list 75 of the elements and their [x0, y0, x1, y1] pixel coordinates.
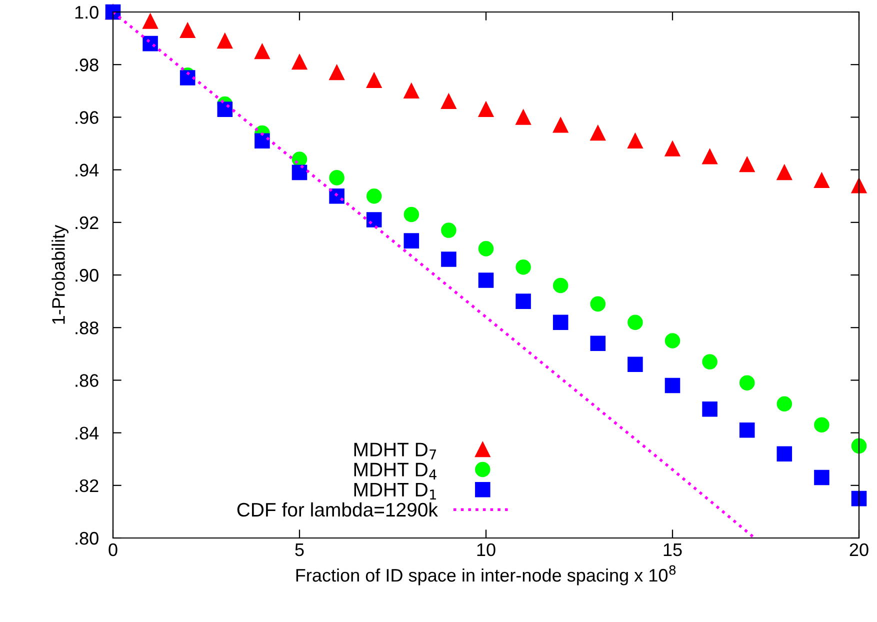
legend-label: CDF for lambda=1290k	[237, 502, 438, 517]
point	[814, 172, 830, 188]
y-tick-label: 1.0	[75, 6, 98, 19]
point	[180, 70, 196, 86]
point	[478, 272, 494, 288]
y-tick-label: .92	[76, 216, 98, 230]
point	[590, 296, 606, 312]
point	[664, 378, 680, 394]
point	[366, 188, 382, 204]
point	[552, 117, 568, 133]
point	[739, 422, 755, 438]
point	[739, 156, 755, 172]
point	[441, 222, 456, 238]
y-tick-label: .98	[76, 58, 98, 72]
y-tick-label: .94	[76, 164, 99, 177]
y-tick-label: .84	[76, 426, 99, 440]
y-axis-title: 1-Probability	[52, 224, 68, 324]
point	[441, 252, 456, 267]
point	[478, 241, 494, 256]
point	[552, 278, 568, 294]
point	[628, 314, 643, 330]
point	[516, 294, 531, 309]
point	[404, 83, 420, 99]
point	[142, 36, 158, 52]
point	[329, 170, 344, 186]
y-tick-label: .90	[76, 268, 98, 282]
point	[217, 33, 233, 49]
point	[366, 212, 382, 228]
point	[552, 314, 568, 330]
x-tick-label: 0	[108, 543, 118, 556]
point	[702, 401, 718, 417]
point	[404, 233, 420, 248]
point	[814, 470, 830, 486]
point	[404, 206, 420, 222]
y-tick-label: .88	[76, 322, 98, 334]
point	[851, 438, 867, 454]
point	[180, 22, 196, 38]
point	[516, 259, 531, 275]
x-tick-label: 10	[477, 543, 496, 556]
point	[814, 417, 830, 433]
legend-label: MDHT D$_{1}$	[354, 482, 436, 500]
point	[776, 164, 792, 180]
y-tick-label: .86	[76, 374, 98, 387]
point	[292, 164, 308, 180]
point	[664, 333, 680, 348]
point	[478, 102, 494, 117]
point	[702, 149, 718, 164]
x-tick-label: 5	[295, 544, 304, 556]
point	[776, 446, 792, 462]
point	[254, 133, 270, 149]
point	[142, 14, 158, 29]
point	[292, 54, 308, 70]
point	[664, 141, 680, 156]
point	[590, 336, 606, 352]
point	[441, 94, 456, 110]
point	[329, 64, 344, 80]
point	[851, 490, 867, 506]
point	[516, 110, 531, 125]
point	[776, 396, 792, 412]
x-tick-label: 20	[850, 543, 868, 556]
point	[628, 133, 643, 149]
legend-label: MDHT D$_{7}$	[354, 442, 436, 460]
point	[628, 356, 643, 372]
x-tick-label: 15	[664, 544, 682, 556]
point	[739, 375, 755, 390]
point	[590, 125, 606, 141]
legend-label: MDHT D$_{4}$	[354, 462, 436, 480]
point	[366, 72, 382, 88]
y-tick-label: .80	[76, 532, 98, 545]
point	[702, 354, 718, 370]
y-tick-label: .96	[76, 111, 98, 124]
y-tick-label: .82	[76, 479, 98, 492]
point	[254, 44, 270, 60]
x-axis-title: Fraction of ID space in inter-node spacing x 10$^{8}$	[296, 565, 676, 586]
point	[217, 102, 233, 117]
